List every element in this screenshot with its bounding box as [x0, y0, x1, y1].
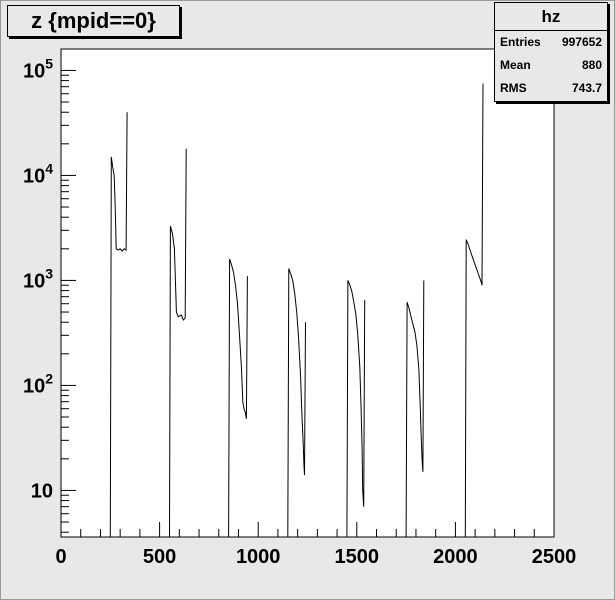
stats-label: RMS: [500, 81, 527, 95]
stats-row-rms: RMS 743.7: [495, 77, 607, 100]
series-line-0: [109, 112, 128, 538]
y-tick-label: 102: [23, 370, 53, 397]
stats-label: Mean: [500, 58, 531, 72]
stats-name: hz: [495, 3, 607, 31]
x-tick-label: 1500: [335, 546, 380, 568]
series-line-3: [287, 268, 306, 538]
y-tick-label: 105: [23, 55, 53, 82]
stats-row-entries: Entries 997652: [495, 31, 607, 54]
y-tick-label: 104: [23, 160, 53, 187]
x-tick-label: 500: [143, 546, 176, 568]
x-tick-label: 1000: [236, 546, 281, 568]
y-tick-label: 103: [23, 265, 53, 292]
stats-value: 880: [581, 58, 602, 72]
plot-title: z {mpid==0}: [7, 5, 180, 37]
x-tick-label: 2000: [433, 546, 478, 568]
stats-box: hz Entries 997652 Mean 880 RMS 743.7: [494, 2, 608, 102]
plot-frame: [60, 48, 555, 538]
series-line-6: [464, 83, 484, 538]
y-tick-label: 10: [31, 480, 53, 502]
stats-row-mean: Mean 880: [495, 54, 607, 77]
series-line-4: [346, 280, 366, 538]
stats-value: 997652: [561, 35, 602, 49]
series-line-2: [228, 258, 248, 538]
stats-label: Entries: [500, 35, 541, 49]
x-tick-label: 0: [55, 546, 66, 568]
series-line-1: [169, 148, 187, 538]
stats-value: 743.7: [571, 81, 602, 95]
series-line-5: [405, 280, 425, 538]
x-tick-label: 2500: [532, 546, 577, 568]
